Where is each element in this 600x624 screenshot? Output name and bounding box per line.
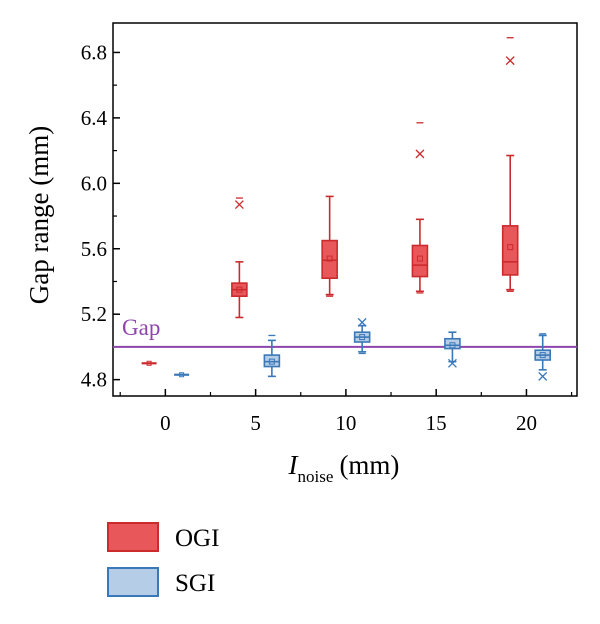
ogi-mean-marker [146, 360, 152, 366]
legend-label-ogi: OGI [175, 525, 219, 552]
ogi-outlier-x [415, 149, 425, 159]
legend-label-sgi: SGI [175, 570, 215, 597]
ogi-outlier-x [234, 200, 244, 210]
ogi-mean-marker [236, 286, 243, 293]
legend: OGI SGI [107, 522, 219, 597]
x-axis-title-sub: noise [298, 467, 334, 486]
sgi-outlier-x [538, 371, 548, 381]
ogi-mean-marker [507, 244, 514, 251]
sgi-mean-marker [359, 334, 366, 341]
sgi-mean-marker [539, 352, 546, 359]
x-axis-title: Inoise (mm) [288, 450, 400, 486]
sgi-mean-marker [179, 372, 185, 378]
y-tick-label: 4.8 [81, 368, 107, 392]
ogi-mean-marker [326, 255, 333, 262]
y-axis-title: Gap range (mm) [24, 126, 54, 304]
x-tick-label: 10 [335, 411, 356, 435]
ogi-box [321, 239, 338, 280]
plot-area: 4.8 5.2 5.6 6.0 6.4 6.8 0 5 10 15 20 Gap [81, 22, 578, 435]
y-tick-label: 6.8 [81, 40, 107, 64]
sgi-outlier-x [447, 358, 457, 368]
plot-frame [112, 22, 578, 397]
legend-swatch-ogi [107, 522, 159, 552]
sgi-box [444, 337, 461, 350]
ogi-outlier-x [505, 56, 515, 66]
gap-reference-label: Gap [122, 315, 160, 340]
x-tick-label: 15 [426, 411, 447, 435]
x-axis-title-main: I [288, 450, 300, 480]
x-axis-title-unit: (mm) [339, 450, 399, 480]
y-tick-label: 6.4 [81, 106, 108, 130]
x-tick-label: 0 [160, 411, 171, 435]
sgi-mean-marker [449, 342, 456, 349]
x-tick-label: 5 [250, 411, 261, 435]
y-tick-label: 5.2 [81, 302, 107, 326]
sgi-mean-marker [268, 358, 275, 365]
y-tick-label: 5.6 [81, 237, 107, 261]
legend-swatch-sgi [107, 567, 159, 597]
ogi-box [501, 225, 519, 276]
sgi-box [263, 354, 281, 368]
sgi-outlier-x [357, 317, 367, 327]
y-tick-label: 6.0 [81, 171, 107, 195]
x-tick-label: 20 [516, 411, 537, 435]
ogi-mean-marker [416, 255, 423, 262]
